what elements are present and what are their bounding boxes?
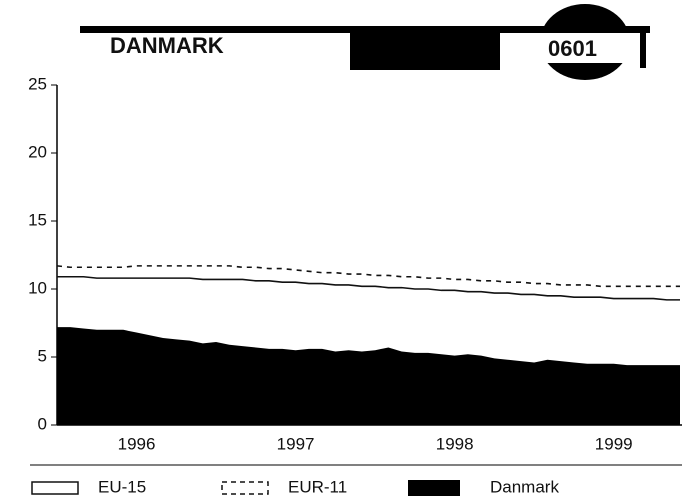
y-tick-label: 5 [38, 346, 47, 365]
area [57, 327, 680, 425]
y-tick-label: 15 [28, 210, 47, 229]
header-bar [80, 26, 650, 33]
y-tick-label: 25 [28, 74, 47, 93]
y-tick-label: 0 [38, 414, 47, 433]
legend-swatch [221, 481, 269, 495]
x-tick-label: 1999 [595, 434, 633, 453]
header-left: DANMARK [110, 33, 224, 58]
header-right: 0601 [548, 36, 597, 61]
legend-label: Danmark [490, 477, 559, 496]
legend-label: EU-15 [98, 477, 146, 496]
header-block [350, 30, 500, 70]
legend-swatch [408, 480, 460, 496]
line [57, 275, 680, 301]
legend-label: EUR-11 [288, 477, 347, 496]
header-box [535, 33, 640, 63]
y-tick-label: 10 [28, 278, 47, 297]
y-tick-label: 20 [28, 142, 47, 161]
x-tick-label: 1998 [436, 434, 474, 453]
x-tick-label: 1997 [277, 434, 315, 453]
header-edge [640, 30, 646, 68]
legend-swatch [31, 481, 79, 495]
line [56, 265, 680, 288]
x-tick-label: 1996 [118, 434, 156, 453]
